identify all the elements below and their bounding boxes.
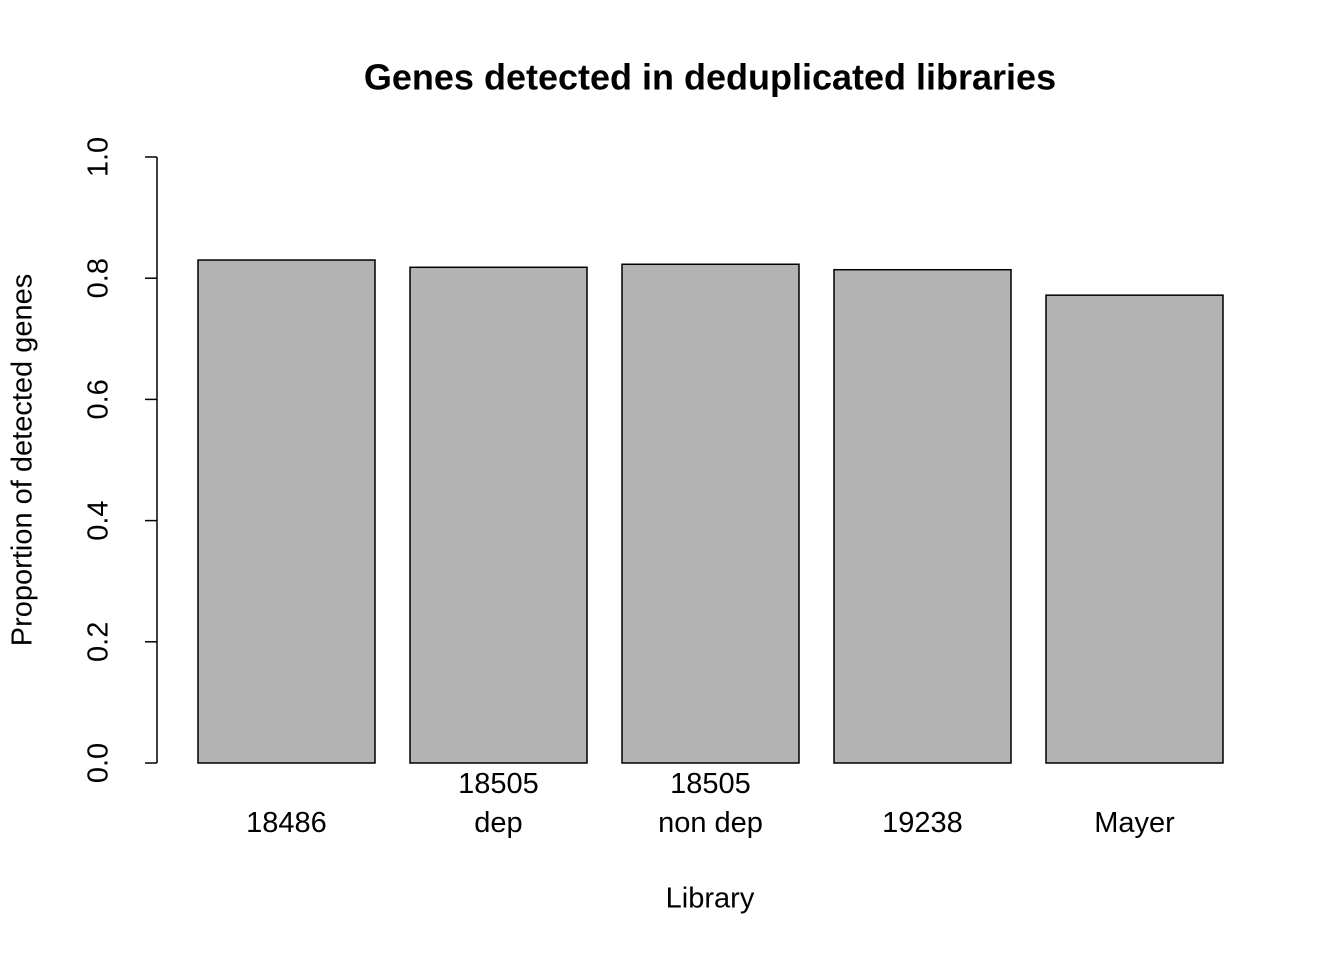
bar: [409, 266, 588, 764]
x-tick-label: 18505 non dep: [658, 768, 763, 839]
bar: [833, 268, 1012, 764]
bar: [197, 259, 376, 764]
y-tick-label: 0.2: [83, 622, 115, 662]
y-tick-label: 0.4: [83, 500, 115, 540]
y-tick-label: 0.8: [83, 258, 115, 298]
x-tick-label: 18486: [246, 807, 327, 839]
x-tick-label: Mayer: [1094, 807, 1175, 839]
chart-title: Genes detected in deduplicated libraries: [364, 57, 1056, 98]
y-tick-label: 0.6: [83, 379, 115, 419]
x-axis-label: Library: [666, 883, 755, 915]
bar: [1045, 294, 1224, 764]
y-axis-label: Proportion of detected genes: [7, 274, 39, 646]
x-tick-label: 18505 dep: [458, 768, 539, 839]
bar: [621, 263, 800, 764]
x-tick-label: 19238: [882, 807, 963, 839]
y-tick-label: 0.0: [83, 743, 115, 783]
y-tick-label: 1.0: [83, 137, 115, 177]
